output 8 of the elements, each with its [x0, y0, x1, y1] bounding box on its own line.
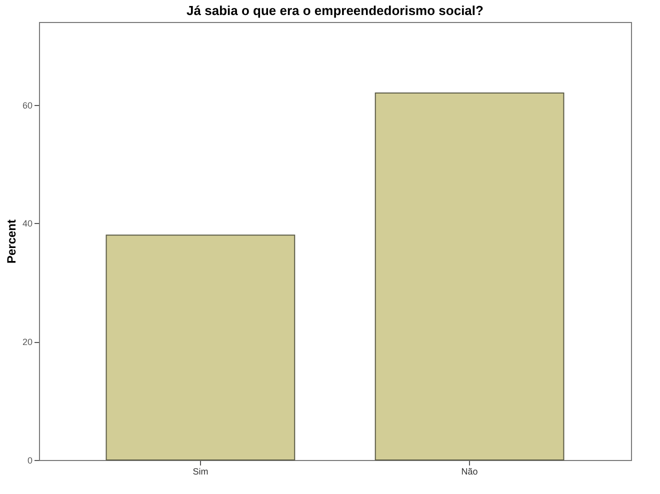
- y-axis-title: Percent: [4, 219, 18, 264]
- y-tick-label: 0: [27, 456, 32, 466]
- x-tick-label: Não: [461, 466, 478, 476]
- x-tick-label: Sim: [192, 466, 208, 476]
- chart-title: Já sabia o que era o empreendedorismo social?: [186, 3, 484, 18]
- y-tick-label: 60: [22, 100, 32, 110]
- y-tick-label: 20: [22, 337, 32, 348]
- y-tick-label: 40: [22, 218, 32, 229]
